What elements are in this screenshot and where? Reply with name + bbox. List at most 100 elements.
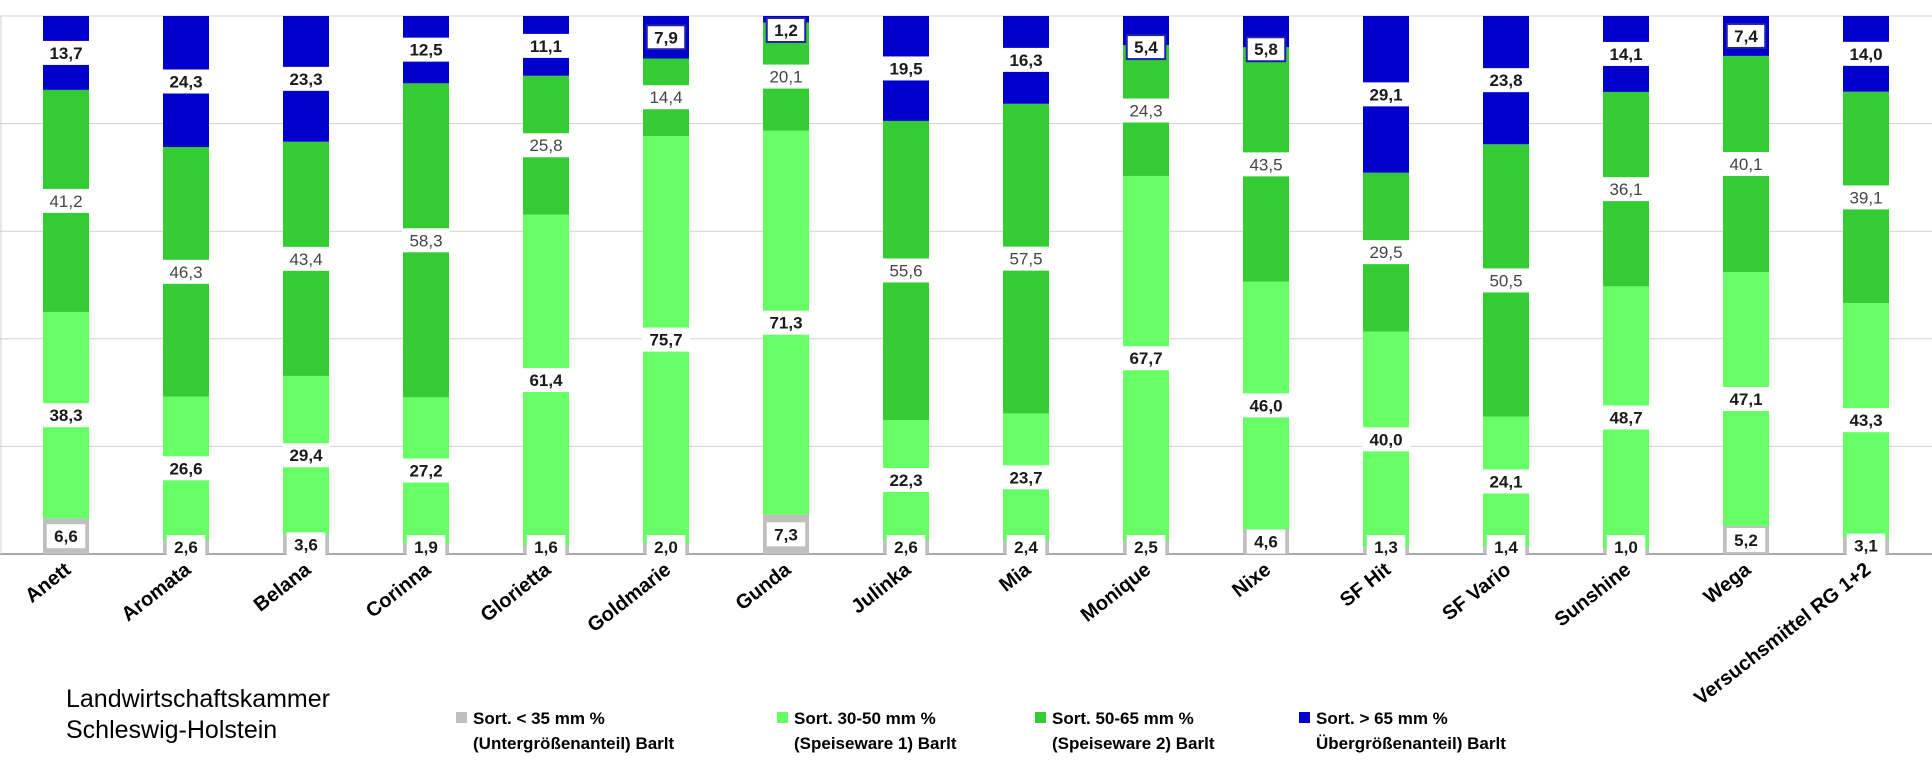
value-label: 75,7 [649,331,682,350]
value-label-bg [1722,387,1770,412]
value-label: 7,3 [774,525,798,544]
legend-label-oversize-line2: Übergrößenanteil) Barlt [1316,734,1506,753]
value-label-bg [282,66,330,91]
value-label: 13,7 [49,44,82,63]
value-label: 14,4 [649,88,682,107]
legend-swatch-table1 [777,712,788,723]
value-label-bg [1606,535,1646,559]
value-label: 3,1 [1854,537,1878,556]
organization-line-2: Schleswig-Holstein [66,716,278,744]
value-label: 29,4 [289,446,323,465]
value-label: 36,1 [1609,180,1642,199]
value-label-bg [1246,529,1286,554]
value-label: 16,3 [1009,51,1042,70]
value-label-bg [1002,465,1050,490]
value-label-bg [1726,527,1766,552]
value-label-bg [762,310,810,335]
value-label: 22,3 [889,471,922,490]
value-label: 14,1 [1609,45,1642,64]
value-label-bg [1002,47,1050,72]
value-label-bg [882,468,930,493]
value-label: 12,5 [409,41,442,60]
category-label: Monique [1077,559,1155,627]
value-label: 1,9 [414,538,438,557]
value-label: 1,6 [534,538,558,557]
value-label-bg [1722,151,1770,176]
legend-label-oversize-line1: Sort. > 65 mm % [1316,709,1448,728]
value-label-bg [522,33,570,58]
value-label-bg [42,403,90,428]
legend-item-table2: Sort. 50-65 mm % (Speiseware 2) Barlt [1035,706,1215,756]
value-label-bg [402,228,450,253]
value-label: 19,5 [889,59,922,78]
value-label-bg [282,443,330,468]
value-label-bg [1362,427,1410,452]
value-label-bg [42,40,90,65]
value-label-bg [882,56,930,81]
value-label: 43,5 [1249,155,1282,174]
value-label: 1,2 [774,21,798,40]
value-label: 46,3 [169,263,202,282]
value-label: 11,1 [530,37,562,56]
category-label: SF Hit [1336,558,1395,611]
value-label-bg [1842,41,1890,66]
legend-swatch-oversize [1299,712,1310,723]
value-label-bg [1006,535,1046,559]
category-label: Julinka [847,558,916,618]
value-label: 41,2 [49,192,82,211]
value-label: 43,4 [289,250,322,269]
value-label-bg [406,535,446,559]
value-label: 67,7 [1129,349,1162,368]
value-label: 7,9 [654,28,678,47]
value-label-bg [1366,535,1406,559]
category-label: Goldmarie [584,559,675,637]
value-label-bg [46,524,86,549]
legend-item-undersize: Sort. < 35 mm % (Untergrößenanteil) Barl… [456,706,674,756]
value-label-bg [1122,346,1170,371]
value-label-bg [1362,240,1410,265]
value-label: 27,2 [409,462,442,481]
value-label-bg [765,17,807,43]
value-label-bg [645,24,687,51]
value-label-bg [1242,393,1290,418]
value-label: 57,5 [1009,250,1042,269]
value-label-bg [646,535,686,559]
value-label: 47,1 [1729,390,1762,409]
value-label: 39,1 [1849,188,1882,207]
value-label: 5,2 [1734,531,1758,550]
legend-label-table1-line1: Sort. 30-50 mm % [794,709,936,728]
bar-segments [43,16,1889,554]
value-label: 6,6 [54,527,78,546]
value-label-bg [1482,68,1530,93]
value-label-bg [886,535,926,559]
category-label: Wega [1700,558,1756,608]
value-label: 5,8 [1254,40,1278,59]
category-label: Anett [21,558,75,607]
value-label-bg [166,535,206,559]
value-label-bg [286,532,326,557]
value-label: 55,6 [889,261,922,280]
value-label: 14,0 [1849,45,1882,64]
value-label: 2,0 [654,538,678,557]
legend-swatch-undersize [456,712,467,723]
value-label-bg [402,458,450,483]
value-label: 2,6 [894,538,918,557]
value-label: 2,4 [1014,538,1038,557]
value-label: 26,6 [169,459,202,478]
value-label: 24,1 [1489,472,1522,491]
value-label: 5,4 [1134,38,1158,57]
value-label: 4,6 [1254,533,1278,552]
value-label: 40,1 [1729,155,1762,174]
value-label: 20,1 [769,68,802,87]
value-label-bg [1122,98,1170,123]
legend-swatch-table2 [1035,712,1046,723]
value-label-bg [1482,268,1530,293]
category-label: Nixe [1228,559,1275,602]
value-label: 46,0 [1249,396,1282,415]
value-label: 7,4 [1734,27,1758,46]
value-label-bg [1242,152,1290,177]
value-label-bg [522,368,570,393]
legend-item-table1: Sort. 30-50 mm % (Speiseware 1) Barlt [777,706,957,756]
value-label-bg [882,258,930,283]
